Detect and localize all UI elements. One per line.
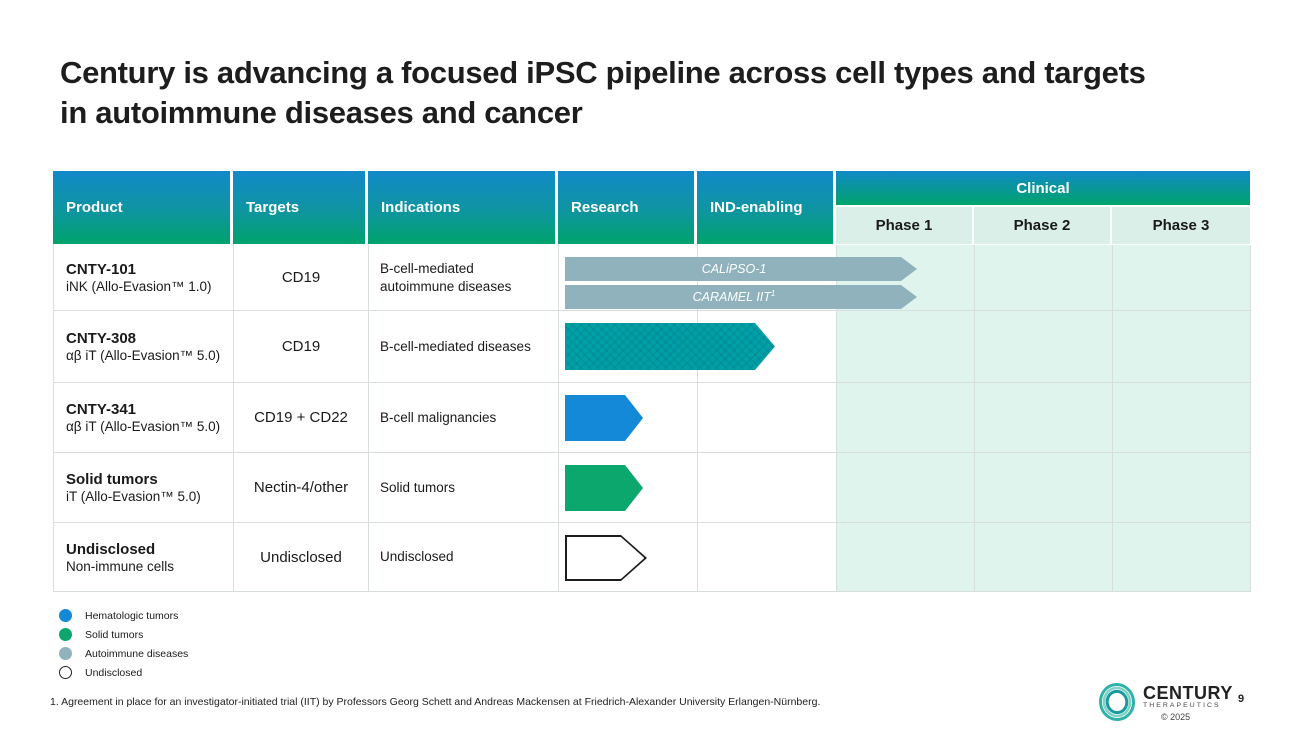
legend-item-undisclosed: Undisclosed bbox=[59, 663, 188, 682]
ind-enabling-stage-cell bbox=[698, 453, 837, 523]
pipeline-arrow-solid-tumors bbox=[565, 465, 643, 511]
table-row-indications-cell: Solid tumors bbox=[369, 453, 559, 523]
legend-label: Solid tumors bbox=[85, 628, 144, 641]
pipeline-table: Product Targets Indications Research IND… bbox=[53, 171, 1251, 592]
table-row-targets-cell: CD19 bbox=[234, 245, 369, 311]
table-row-targets-cell: Undisclosed bbox=[234, 523, 369, 592]
phase2-stage-cell bbox=[975, 245, 1113, 311]
product-platform: Non-immune cells bbox=[66, 558, 175, 574]
company-logo: CENTURY THERAPEUTICS © 2025 bbox=[1097, 681, 1233, 723]
table-row-product-cell: CNTY-341 αβ iT (Allo-Evasion™ 5.0) bbox=[54, 383, 234, 453]
pipeline-arrow-cnty-341 bbox=[565, 395, 643, 441]
legend: Hematologic tumors Solid tumors Autoimmu… bbox=[59, 606, 188, 682]
product-platform: αβ iT (Allo-Evasion™ 5.0) bbox=[66, 348, 221, 363]
column-header-ind-enabling: IND-enabling bbox=[697, 171, 836, 244]
phase3-stage-cell bbox=[1113, 245, 1251, 311]
pipeline-arrow-cnty-308 bbox=[565, 323, 775, 370]
product-name: Undisclosed bbox=[66, 540, 156, 558]
table-row-product-cell: Solid tumors iT (Allo-Evasion™ 5.0) bbox=[54, 453, 234, 523]
copyright: © 2025 bbox=[1161, 712, 1191, 722]
undisclosed-dot-icon bbox=[59, 666, 72, 679]
slide-title-line1: Century is advancing a focused iPSC pipe… bbox=[60, 55, 1146, 90]
solid-tumors-dot-icon bbox=[59, 628, 72, 641]
century-logo-icon bbox=[1098, 683, 1136, 721]
product-name: Solid tumors bbox=[66, 471, 158, 488]
ind-enabling-stage-cell bbox=[698, 383, 837, 453]
table-row-product-cell: CNTY-101 iNK (Allo-Evasion™ 1.0) bbox=[54, 245, 234, 311]
company-name: CENTURY bbox=[1143, 683, 1233, 703]
table-row-targets-cell: CD19 bbox=[234, 311, 369, 383]
phase3-stage-cell bbox=[1113, 311, 1251, 383]
page-number: 9 bbox=[1238, 693, 1245, 705]
column-header-clinical: Clinical bbox=[836, 171, 1250, 207]
arrow-label: CALiPSO-1 bbox=[701, 262, 767, 276]
table-row-indications-cell: Undisclosed bbox=[369, 523, 559, 592]
company-logo-text: CENTURY THERAPEUTICS © 2025 bbox=[1143, 681, 1233, 723]
slide-title: Century is advancing a focused iPSC pipe… bbox=[60, 53, 1240, 133]
phase2-stage-cell bbox=[975, 523, 1113, 592]
footnote: 1. Agreement in place for an investigato… bbox=[50, 696, 821, 708]
company-division: THERAPEUTICS bbox=[1143, 702, 1221, 709]
phase1-stage-cell bbox=[837, 383, 975, 453]
product-name: CNTY-341 bbox=[66, 401, 137, 418]
arrow-label: CARAMEL IIT1 bbox=[692, 289, 776, 305]
phase2-stage-cell bbox=[975, 383, 1113, 453]
product-platform: αβ iT (Allo-Evasion™ 5.0) bbox=[66, 419, 221, 434]
phase1-stage-cell bbox=[837, 523, 975, 592]
column-header-phase2: Phase 2 bbox=[974, 207, 1112, 244]
legend-item-hematologic: Hematologic tumors bbox=[59, 606, 188, 625]
phase3-stage-cell bbox=[1113, 453, 1251, 523]
phase3-stage-cell bbox=[1113, 383, 1251, 453]
table-row-targets-cell: Nectin-4/other bbox=[234, 453, 369, 523]
legend-label: Autoimmune diseases bbox=[85, 647, 189, 660]
column-header-targets: Targets bbox=[233, 171, 368, 244]
column-header-product: Product bbox=[53, 171, 233, 244]
phase-header-row: Phase 1 Phase 2 Phase 3 bbox=[836, 207, 1250, 244]
phase2-stage-cell bbox=[975, 311, 1113, 383]
legend-label: Undisclosed bbox=[85, 666, 143, 679]
pipeline-arrow-caramel-iit: CARAMEL IIT1 bbox=[565, 285, 917, 309]
phase3-stage-cell bbox=[1113, 523, 1251, 592]
column-header-indications: Indications bbox=[368, 171, 558, 244]
table-row-indications-cell: B-cell malignancies bbox=[369, 383, 559, 453]
phase2-stage-cell bbox=[975, 453, 1113, 523]
table-row-indications-cell: B-cell-mediated autoimmune diseases bbox=[369, 245, 559, 311]
table-row-indications-cell: B-cell-mediated diseases bbox=[369, 311, 559, 383]
column-header-clinical-group: Clinical Phase 1 Phase 2 Phase 3 bbox=[836, 171, 1250, 244]
table-row-product-cell: CNTY-308 αβ iT (Allo-Evasion™ 5.0) bbox=[54, 311, 234, 383]
legend-item-solid: Solid tumors bbox=[59, 625, 188, 644]
ind-enabling-stage-cell bbox=[698, 523, 837, 592]
legend-item-autoimmune: Autoimmune diseases bbox=[59, 644, 188, 663]
table-row-product-cell: Undisclosed Non-immune cells bbox=[54, 523, 234, 592]
pipeline-arrow-calipso-1: CALiPSO-1 bbox=[565, 257, 917, 281]
column-header-research: Research bbox=[558, 171, 697, 244]
product-platform: iT (Allo-Evasion™ 5.0) bbox=[66, 489, 201, 504]
product-platform: iNK (Allo-Evasion™ 1.0) bbox=[66, 279, 212, 294]
table-row-targets-cell: CD19 + CD22 bbox=[234, 383, 369, 453]
hematologic-dot-icon bbox=[59, 609, 72, 622]
pipeline-header-row: Product Targets Indications Research IND… bbox=[53, 171, 1250, 244]
legend-label: Hematologic tumors bbox=[85, 609, 179, 622]
product-name: CNTY-308 bbox=[66, 330, 137, 347]
column-header-phase1: Phase 1 bbox=[836, 207, 974, 244]
column-header-phase3: Phase 3 bbox=[1112, 207, 1250, 244]
phase1-stage-cell bbox=[837, 453, 975, 523]
slide-title-line2: in autoimmune diseases and cancer bbox=[60, 95, 583, 130]
product-name: CNTY-101 bbox=[66, 261, 137, 278]
phase1-stage-cell bbox=[837, 311, 975, 383]
autoimmune-dot-icon bbox=[59, 647, 72, 660]
